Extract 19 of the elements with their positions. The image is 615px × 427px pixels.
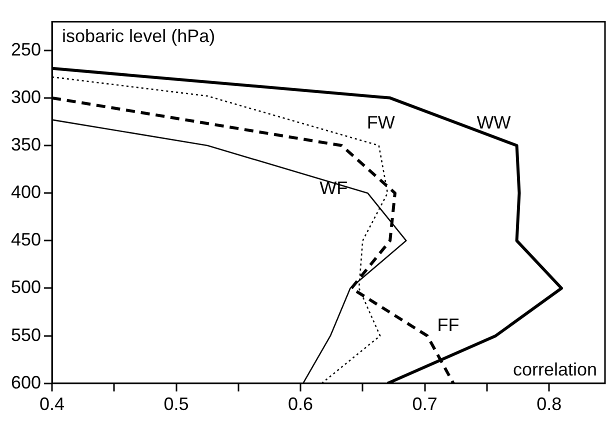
x-tick-label: 0.6 [288,394,314,414]
x-tick-label: 0.5 [164,394,189,414]
y-axis-title: isobaric level (hPa) [62,26,216,46]
y-tick-label: 450 [10,230,42,250]
y-tick-label: 250 [10,39,42,60]
series-label: WW [476,112,511,132]
x-tick-label: 0.7 [412,394,438,414]
y-tick-label: 400 [10,182,42,202]
y-tick-label: 350 [10,134,42,154]
x-axis-title: correlation [512,359,597,380]
x-tick-label: 0.8 [536,394,562,414]
y-tick-label: 550 [10,324,42,345]
y-tick-label: 600 [10,372,42,392]
series-label: FW [366,112,395,132]
y-tick-label: 300 [10,86,42,107]
y-tick-label: 500 [10,277,42,298]
series-label: WF [320,178,348,198]
series-label: FF [437,314,460,335]
x-tick-label: 0.4 [40,394,65,414]
